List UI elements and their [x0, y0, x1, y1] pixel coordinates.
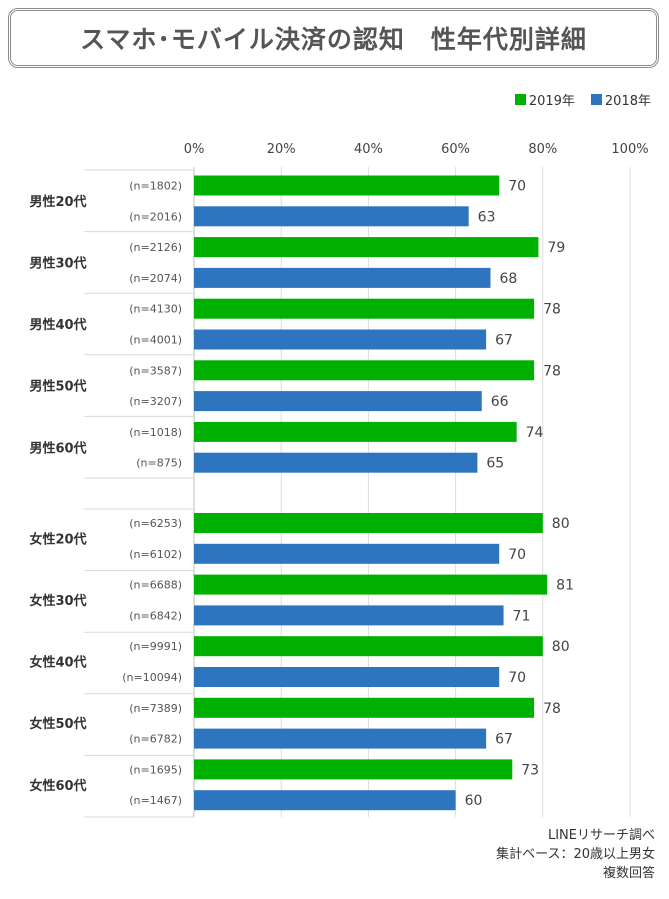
sample-size-label: (n=1802) [129, 180, 182, 193]
data-label: 63 [478, 209, 496, 225]
x-tick-label: 0% [184, 142, 205, 157]
group-label: 女性20代 [29, 531, 86, 547]
data-label: 67 [495, 333, 513, 349]
sample-size-label: (n=2074) [129, 272, 182, 285]
group-label: 男性20代 [29, 194, 86, 210]
sample-size-label: (n=4130) [129, 303, 182, 316]
bar-2018 [194, 391, 482, 412]
data-label: 78 [543, 701, 561, 717]
legend-item-2018: 2018年 [590, 90, 651, 109]
data-label: 67 [495, 732, 513, 748]
bar-2018 [194, 790, 456, 811]
sample-size-label: (n=4001) [129, 334, 182, 347]
group-label: 女性50代 [29, 716, 86, 732]
data-label: 74 [526, 425, 544, 441]
x-tick-label: 80% [528, 142, 557, 157]
legend-swatch-2018 [590, 94, 602, 105]
chart-title-box: スマホ･モバイル決済の認知 性年代別詳細 [8, 8, 659, 68]
legend-label-2019: 2019年 [528, 94, 575, 109]
sample-size-label: (n=3587) [129, 364, 182, 377]
group-label: 女性60代 [29, 778, 86, 794]
group-label: 男性60代 [29, 440, 86, 456]
sample-size-label: (n=6253) [129, 517, 182, 530]
sample-size-label: (n=6102) [129, 548, 182, 561]
bar-2019 [194, 574, 548, 595]
sample-size-label: (n=1467) [129, 794, 182, 807]
group-label: 女性30代 [29, 593, 86, 609]
data-label: 81 [556, 578, 574, 594]
group-label: 女性40代 [29, 655, 86, 671]
bar-2019 [194, 360, 535, 381]
answer-note: 複数回答 [602, 866, 655, 881]
data-label: 80 [552, 516, 570, 532]
data-label: 70 [508, 179, 526, 195]
data-label: 60 [465, 793, 483, 809]
bar-2019 [194, 636, 543, 657]
sample-size-label: (n=1018) [129, 426, 182, 439]
bar-2019 [194, 175, 500, 196]
base-note: 集計ベース：20歳以上男女 [496, 847, 655, 862]
sample-size-label: (n=2126) [129, 241, 182, 254]
bar-2019 [194, 298, 535, 319]
sample-size-label: (n=6842) [129, 609, 182, 622]
sample-size-label: (n=9991) [129, 640, 182, 653]
bar-2018 [194, 329, 487, 350]
bar-2019 [194, 697, 535, 718]
source-note: LINEリサーチ調べ [547, 828, 655, 843]
sample-size-label: (n=1695) [129, 763, 182, 776]
data-label: 73 [521, 762, 539, 778]
bar-2019 [194, 759, 513, 780]
sample-size-label: (n=6688) [129, 579, 182, 592]
sample-size-label: (n=6782) [129, 733, 182, 746]
bar-2018 [194, 452, 478, 473]
data-label: 66 [491, 394, 509, 410]
x-tick-label: 100% [611, 142, 648, 157]
data-label: 78 [543, 302, 561, 318]
data-label: 70 [508, 670, 526, 686]
group-label: 男性50代 [29, 379, 86, 395]
bar-2018 [194, 206, 469, 227]
data-label: 79 [547, 240, 565, 256]
group-label: 男性40代 [29, 317, 86, 333]
x-tick-label: 40% [354, 142, 383, 157]
data-label: 71 [513, 608, 531, 624]
legend-item-2019: 2019年 [514, 90, 575, 109]
legend: 2019年 2018年 [514, 90, 651, 109]
data-label: 68 [499, 271, 517, 287]
legend-label-2018: 2018年 [604, 94, 651, 109]
legend-swatch-2019 [514, 94, 526, 105]
group-label: 男性30代 [29, 256, 86, 272]
x-tick-label: 20% [267, 142, 296, 157]
bar-2019 [194, 513, 543, 533]
bar-2018 [194, 667, 500, 687]
data-label: 78 [543, 363, 561, 379]
data-label: 70 [508, 547, 526, 563]
x-tick-label: 60% [441, 142, 470, 157]
data-label: 80 [552, 639, 570, 655]
sample-size-label: (n=875) [136, 457, 182, 470]
chart-notes: LINEリサーチ調べ 集計ベース：20歳以上男女 複数回答 [496, 826, 655, 883]
bar-2018 [194, 605, 504, 626]
bar-2019 [194, 237, 539, 258]
chart-title: スマホ･モバイル決済の認知 性年代別詳細 [80, 25, 587, 54]
sample-size-label: (n=10094) [122, 671, 182, 684]
sample-size-label: (n=3207) [129, 395, 182, 408]
bar-2019 [194, 421, 517, 442]
bar-2018 [194, 267, 491, 288]
sample-size-label: (n=2016) [129, 210, 182, 223]
data-label: 65 [486, 456, 504, 472]
sample-size-label: (n=7389) [129, 702, 182, 715]
bar-2018 [194, 543, 500, 564]
bar-2018 [194, 728, 487, 749]
